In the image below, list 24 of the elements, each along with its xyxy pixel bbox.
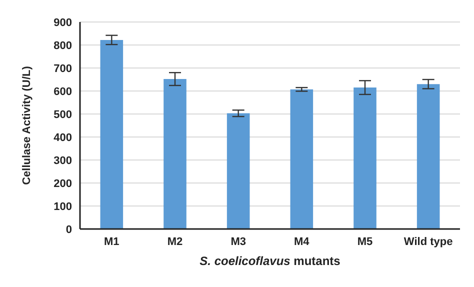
y-axis-title: Cellulase Activity (U/L) [20, 66, 33, 185]
y-tick-label: 300 [54, 154, 72, 167]
x-tick-label: M5 [357, 236, 373, 248]
bar [416, 84, 440, 229]
x-axis-title: S. coelicoflavus mutants [200, 254, 341, 268]
y-tick-label: 800 [54, 40, 72, 52]
bar [354, 88, 376, 229]
y-tick-label: 900 [54, 16, 72, 29]
y-tick-label: 500 [54, 108, 72, 121]
y-tick-label: 600 [54, 86, 72, 98]
y-tick-label: 400 [54, 132, 72, 144]
y-tick-label: 200 [54, 178, 72, 190]
bar [226, 113, 250, 229]
x-tick-label: M1 [104, 236, 120, 248]
x-tick-label: M3 [230, 236, 246, 248]
y-tick-label: 0 [66, 224, 72, 236]
bar [164, 79, 186, 229]
y-tick-label: 700 [54, 62, 72, 75]
x-tick-label: M2 [167, 236, 183, 248]
y-tick-label: 100 [54, 200, 72, 213]
bar [100, 40, 124, 229]
x-tick-label: M4 [294, 236, 310, 248]
x-tick-label: Wild type [404, 236, 453, 248]
bar [290, 89, 314, 229]
